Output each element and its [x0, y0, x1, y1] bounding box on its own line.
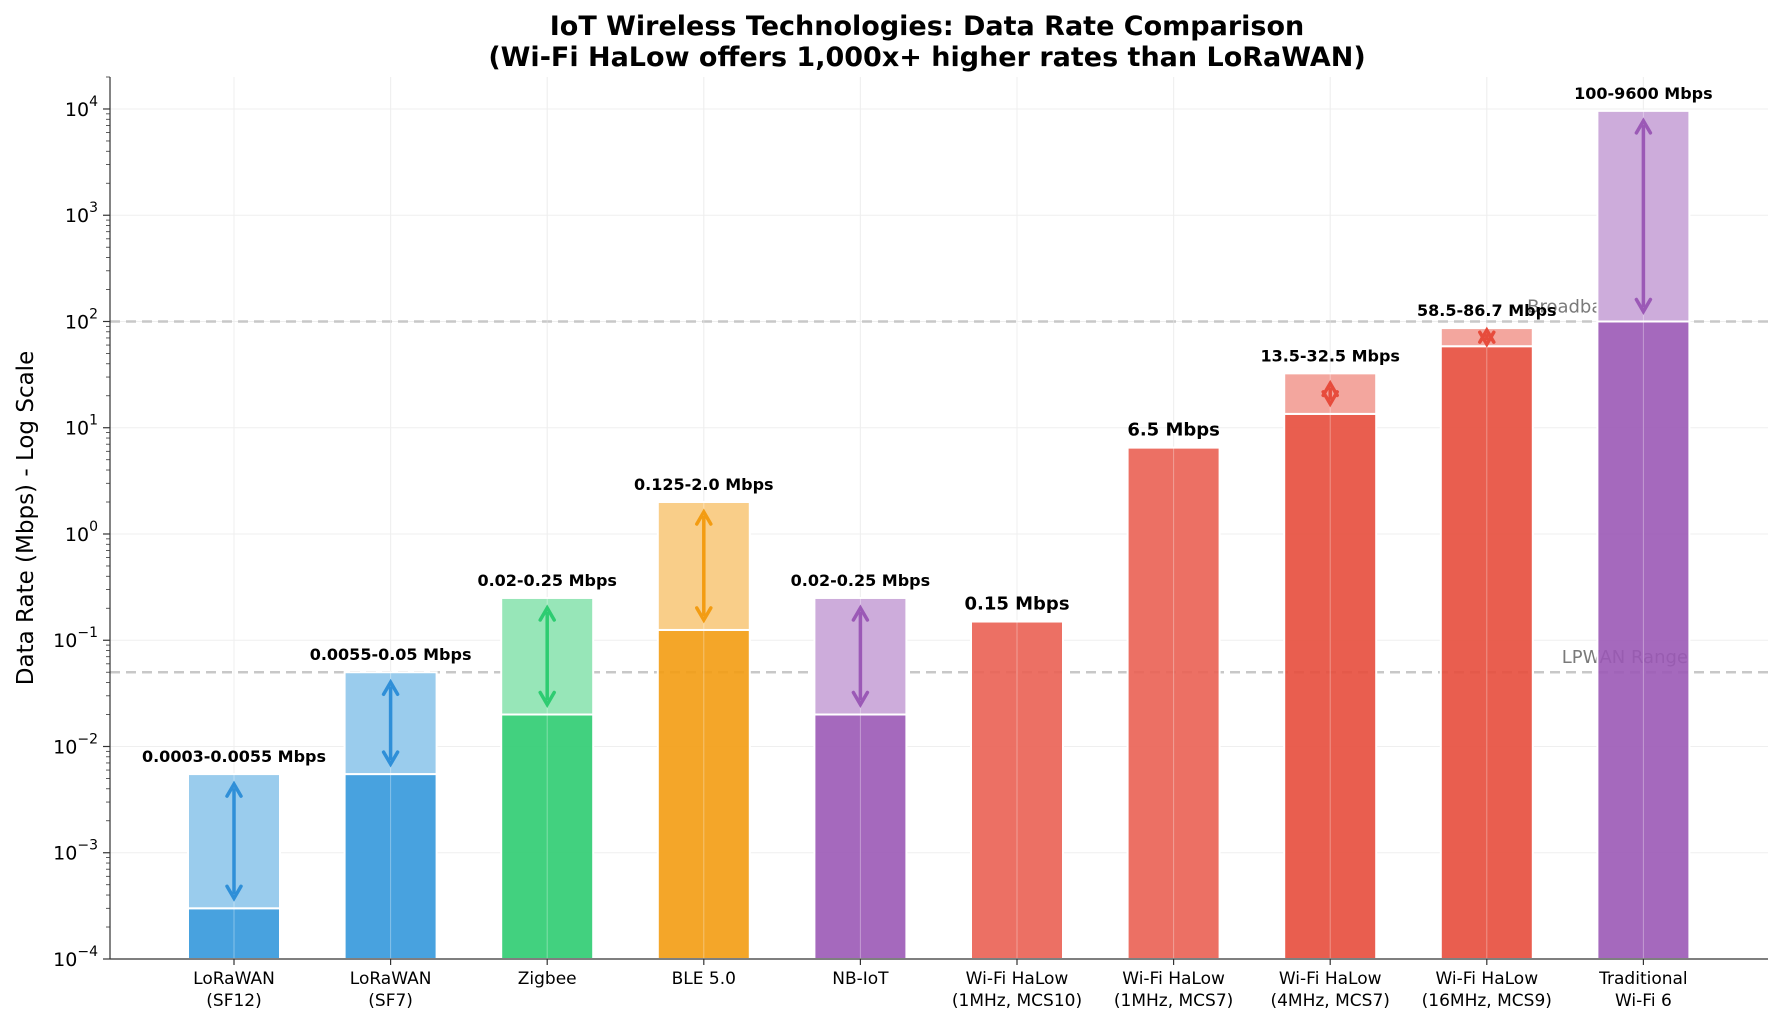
x-tick-label: BLE 5.0	[672, 969, 736, 989]
bar	[1126, 446, 1221, 960]
bar	[1283, 412, 1378, 961]
bar	[813, 713, 908, 960]
y-tick-label: 10−2	[53, 731, 98, 758]
bar	[1596, 320, 1691, 960]
bars	[187, 109, 1691, 961]
chart-subtitle: (Wi-Fi HaLow offers 1,000x+ higher rates…	[488, 42, 1365, 73]
bar	[187, 907, 281, 961]
value-labels: 0.0003-0.0055 Mbps 0.0055-0.05 Mbps 0.02-0…	[142, 84, 1713, 766]
data-label: 6.5 Mbps	[1127, 420, 1220, 441]
range-arrows	[225, 117, 1653, 902]
axes: LoRaWAN (SF12) LoRaWAN (SF7) Zigbee BLE 5.0 NB…	[53, 76, 1768, 1011]
range-arrow-head-up	[225, 780, 243, 798]
range-arrow-head-down	[225, 884, 243, 902]
x-tick-label: Wi-Fi HaLow (16MHz, MCS9)	[1422, 969, 1552, 1011]
x-tick-label: Wi-Fi HaLow (4MHz, MCS7)	[1270, 969, 1389, 1011]
y-tick-label: 10−3	[53, 838, 98, 865]
y-tick-label: 102	[65, 306, 98, 333]
x-tick-label: Wi-Fi HaLow (1MHz, MCS10)	[952, 969, 1082, 1011]
range-arrow-head-up	[538, 604, 556, 622]
y-axis-label: Data Rate (Mbps) - Log Scale	[13, 351, 39, 685]
range-arrow-head-down	[1478, 330, 1496, 348]
x-tick-label: Wi-Fi HaLow (1MHz, MCS7)	[1114, 969, 1233, 1011]
x-tick-label: LoRaWAN (SF12)	[193, 969, 275, 1011]
vertical-grid-overlay	[233, 77, 1644, 959]
range-arrow-head-down	[381, 750, 400, 768]
y-tick-label: 101	[65, 413, 98, 440]
range-arrow-head-up	[1321, 379, 1339, 398]
range-arrow-head-up	[695, 508, 713, 526]
y-tick-label: 103	[65, 200, 98, 227]
range-arrow-head-up	[851, 604, 870, 622]
range-arrow-head-up	[381, 678, 400, 696]
x-tick-label: NB-IoT	[832, 969, 889, 989]
data-label: 0.0055-0.05 Mbps	[310, 645, 472, 664]
data-label: 0.125-2.0 Mbps	[634, 475, 774, 494]
x-tick-label: Zigbee	[518, 969, 577, 989]
range-arrow-head-down	[695, 606, 713, 624]
range-arrow-head-down	[851, 690, 870, 708]
data-label: 0.15 Mbps	[964, 594, 1069, 615]
bar	[1439, 345, 1534, 960]
data-label: 0.02-0.25 Mbps	[477, 571, 617, 590]
range-arrow-head-down	[538, 690, 556, 708]
y-tick-label: 10−1	[53, 625, 98, 652]
x-tick-label: Traditional Wi-Fi 6	[1598, 969, 1688, 1011]
bar	[970, 620, 1064, 960]
x-tick-label: LoRaWAN (SF7)	[350, 969, 432, 1011]
y-tick-label: 10−4	[53, 944, 98, 971]
data-label: 100-9600 Mbps	[1574, 84, 1713, 103]
range-arrow-head-up	[1634, 117, 1653, 135]
chart-title: IoT Wireless Technologies: Data Rate Com…	[550, 11, 1305, 42]
data-label: 0.0003-0.0055 Mbps	[142, 747, 326, 766]
y-tick-label: 100	[65, 519, 98, 546]
range-arrow-head-down	[1321, 390, 1339, 408]
y-tick-label: 104	[65, 94, 98, 121]
bar	[656, 628, 751, 960]
data-label: 13.5-32.5 Mbps	[1260, 346, 1400, 365]
range-arrow-head-down	[1634, 297, 1653, 315]
data-label: 58.5-86.7 Mbps	[1417, 301, 1557, 320]
data-label: 0.02-0.25 Mbps	[791, 571, 931, 590]
